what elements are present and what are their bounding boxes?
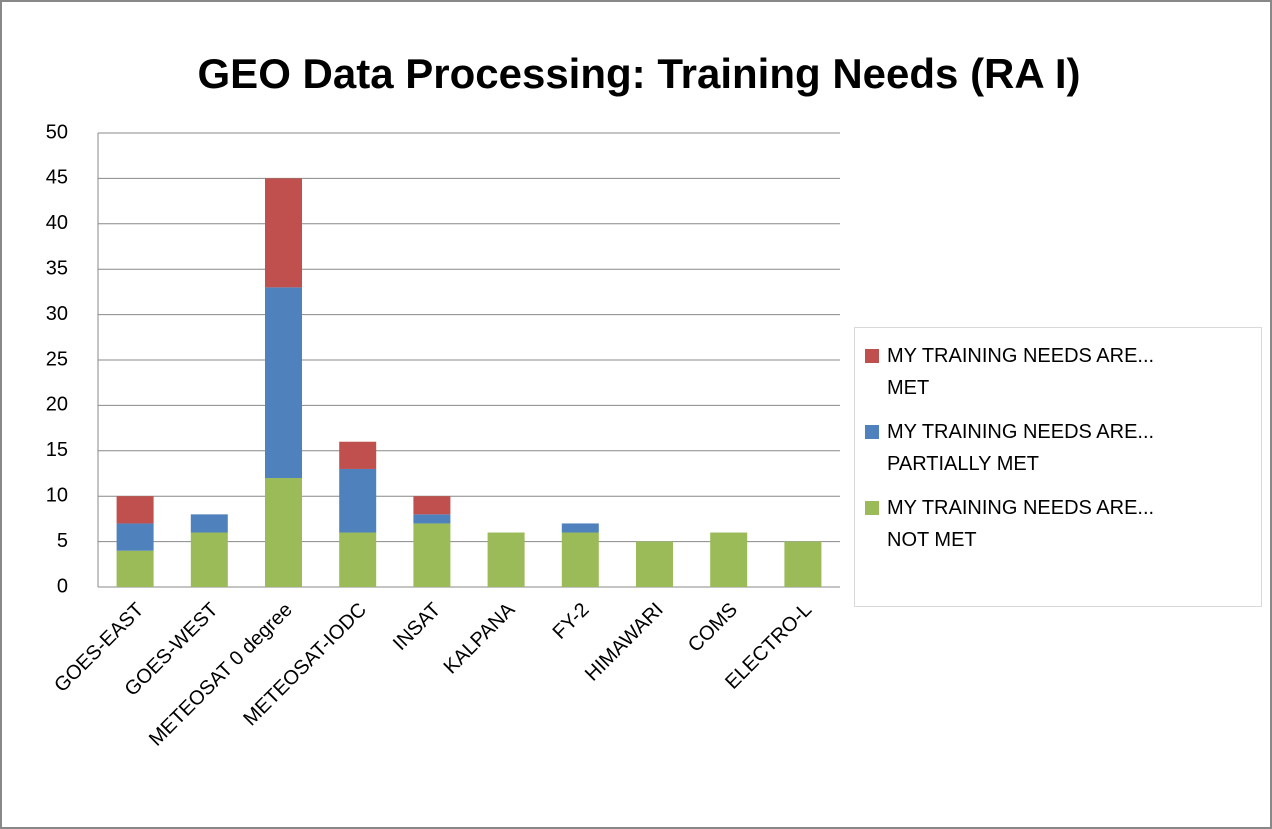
legend-entry: MY TRAINING NEEDS ARE... NOT MET — [865, 496, 1251, 556]
bar-segment — [561, 532, 599, 587]
bar-segment — [339, 441, 377, 469]
bar-segment — [265, 478, 302, 587]
y-tick-label: 15 — [46, 439, 68, 461]
bar-segment — [116, 523, 154, 551]
legend-label: MY TRAINING NEEDS ARE... NOT MET — [887, 497, 1155, 551]
x-tick-label: METEOSAT 0 degree — [145, 599, 297, 751]
x-tick-label: HIMAWARI — [581, 599, 668, 686]
y-tick-label: 25 — [46, 348, 68, 370]
legend-swatch — [865, 349, 879, 363]
y-tick-label: 30 — [46, 303, 68, 325]
bar-segment — [265, 287, 302, 479]
legend-swatch — [865, 425, 879, 439]
bar-segment — [487, 532, 525, 587]
legend-entry: MY TRAINING NEEDS ARE... MET — [865, 344, 1251, 404]
bar-segment — [190, 532, 228, 587]
y-tick-label: 10 — [46, 484, 68, 506]
bar-segment — [413, 496, 451, 515]
legend-swatch — [865, 501, 879, 515]
bar-segment — [636, 541, 673, 587]
bar-segment — [339, 532, 377, 587]
legend-label: MY TRAINING NEEDS ARE... PARTIALLY MET — [887, 421, 1155, 475]
bar-segment — [413, 523, 451, 587]
chart-title: GEO Data Processing: Training Needs (RA … — [198, 50, 1081, 97]
x-tick-label: INSAT — [389, 599, 445, 655]
bar-segment — [413, 514, 451, 524]
y-tick-label: 35 — [46, 257, 68, 279]
bar-segment — [265, 178, 302, 288]
y-tick-label: 20 — [46, 394, 68, 416]
x-tick-label: COMS — [684, 599, 742, 657]
bar-segment — [116, 550, 154, 587]
x-tick-label: METEOSAT-IODC — [239, 599, 371, 731]
y-tick-label: 50 — [46, 121, 68, 143]
y-tick-label: 45 — [46, 167, 68, 189]
x-tick-label: FY-2 — [549, 599, 594, 644]
bar-segment — [710, 532, 748, 587]
bar-segment — [784, 541, 822, 587]
bar-segment — [190, 514, 228, 533]
legend-entry: MY TRAINING NEEDS ARE... PARTIALLY MET — [865, 420, 1251, 480]
bar-segment — [339, 468, 377, 533]
bar-segment — [116, 496, 154, 524]
legend-label: MY TRAINING NEEDS ARE... MET — [887, 345, 1155, 399]
y-tick-label: 40 — [46, 212, 68, 234]
bar-segment — [561, 523, 599, 533]
legend: MY TRAINING NEEDS ARE... MET MY TRAINING … — [854, 327, 1262, 607]
x-tick-label: KALPANA — [440, 598, 520, 678]
y-tick-label: 5 — [57, 530, 68, 552]
y-tick-label: 0 — [57, 575, 68, 597]
